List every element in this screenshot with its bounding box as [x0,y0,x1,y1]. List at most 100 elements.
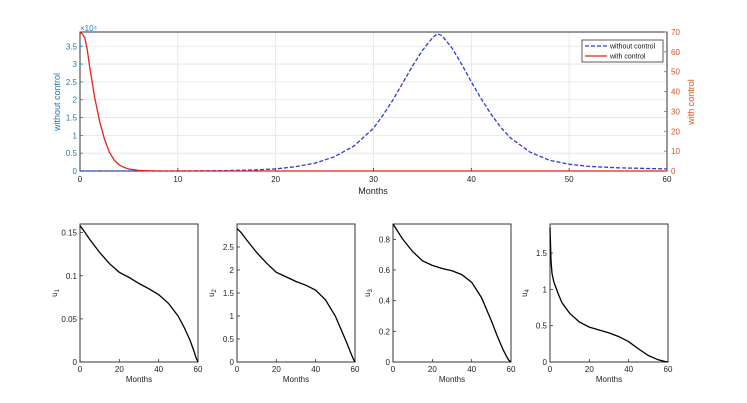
plot-box [236,223,356,363]
top-y-right-tick-label: 70 [671,28,680,37]
y-tick-label: 0 [543,358,548,367]
control-curve [549,227,669,363]
x-tick-label: 60 [664,365,673,374]
top-x-tick-label: 40 [467,175,476,184]
top-x-label: Months [358,186,388,196]
top-gridlines [80,32,667,171]
u1-chart: 0 20 40 60 0 0.05 0.1 0.15 Months u1 [50,223,203,384]
y-tick-label: 1.5 [223,289,235,298]
x-tick-label: 40 [311,365,320,374]
y-tick-label: 0.2 [379,327,391,336]
top-x-tick-label: 20 [271,175,280,184]
x-label: Months [283,375,309,384]
y-label-base: u [50,292,59,296]
x-label: Months [596,375,622,384]
x-tick-label: 60 [507,365,516,374]
top-x-tick-label: 60 [663,175,672,184]
control-curve [392,223,512,363]
y-label-subscript: 2 [212,288,218,292]
top-y-left-tick-label: 2.5 [66,78,78,87]
x-label: Months [439,375,465,384]
y-tick-label: 0.05 [61,315,77,324]
top-x-tick-label: 0 [78,175,83,184]
top-y-right-tick-label: 20 [671,127,680,136]
y-label: u4 [520,288,531,296]
x-tick-label: 40 [467,365,476,374]
y-label-subscript: 1 [55,288,61,292]
y-tick-label: 0.15 [61,229,77,238]
y-label-base: u [520,292,529,296]
plot-box [79,223,199,363]
x-tick-label: 20 [585,365,594,374]
x-tick-label: 40 [624,365,633,374]
y-label-subscript: 3 [368,288,374,292]
y-tick-label: 0.5 [223,335,235,344]
top-y-left-tick-label: 3.5 [66,42,78,51]
x-tick-label: 0 [78,365,83,374]
top-y-left-tick-label: 0 [73,167,78,176]
top-y-left-tick-label: 3 [73,60,78,69]
legend-without-control-label: without control [609,44,656,51]
plot-box [549,223,669,363]
y-tick-label: 0.5 [536,322,548,331]
x-tick-label: 20 [115,365,124,374]
y-label-subscript: 4 [525,288,531,292]
y-tick-label: 1 [543,285,548,294]
x-tick-label: 20 [272,365,281,374]
top-y-left-tick-label: 2 [73,96,78,105]
y-label-base: u [207,292,216,296]
top-y-left-label: without control [52,73,62,132]
top-y-left-tick-label: 1.5 [66,114,78,123]
top-y-left-tick-label: 1 [73,131,78,140]
top-y-right-tick-label: 30 [671,107,680,116]
top-y-left-tick-label: 0.5 [66,149,78,158]
top-y-right-tick-label: 60 [671,48,680,57]
top-y-right-tick-label: 0 [671,167,676,176]
x-tick-label: 60 [351,365,360,374]
control-curve [79,225,199,363]
x-tick-label: 60 [194,365,203,374]
y-tick-label: 1.5 [536,249,548,258]
u4-chart: 0 20 40 60 0 0.5 1 1.5 Months u4 [520,223,673,384]
y-label-base: u [363,292,372,296]
with-control-line [79,31,667,172]
u3-chart: 0 20 40 60 0 0.2 0.4 0.6 0.8 Months u3 [363,223,516,384]
y-label: u1 [50,288,61,296]
x-tick-label: 40 [154,365,163,374]
top-y-right-tick-label: 10 [671,147,680,156]
plot-box [392,223,512,363]
y-tick-label: 0.6 [379,266,391,275]
top-y-right-tick-label: 40 [671,88,680,97]
y-tick-label: 0 [73,358,78,367]
y-label: u2 [207,288,218,296]
x-tick-label: 20 [428,365,437,374]
top-x-tick-label: 50 [565,175,574,184]
top-y-right-tick-label: 50 [671,68,680,77]
y-label: u3 [363,288,374,296]
y-tick-label: 0 [230,358,235,367]
control-curve [236,228,356,363]
y-tick-label: 2 [230,266,235,275]
y-tick-label: 0 [386,358,391,367]
top-chart: 0 10 20 30 40 50 60 0 0.5 1 1.5 2 2.5 3 3.5 0 10 20 30 40… [52,24,696,196]
legend-with-control-label: with control [609,54,646,61]
without-control-line [80,33,668,172]
x-tick-label: 0 [548,365,553,374]
y-tick-label: 1 [230,312,235,321]
top-y-right-label: with control [686,79,696,126]
top-series [79,31,668,172]
y-tick-label: 0.1 [66,272,78,281]
y-tick-label: 0.4 [379,297,391,306]
top-exponent-label: ×10⁴ [80,24,98,33]
x-tick-label: 0 [235,365,240,374]
top-x-tick-label: 30 [369,175,378,184]
top-x-tick-label: 10 [173,175,182,184]
y-tick-label: 2.5 [223,243,235,252]
top-y-right-ticks: 0 10 20 30 40 50 60 70 [664,28,680,176]
y-tick-label: 0.8 [379,235,391,244]
legend: without control with control [581,39,664,63]
x-tick-label: 0 [391,365,396,374]
x-label: Months [126,375,152,384]
